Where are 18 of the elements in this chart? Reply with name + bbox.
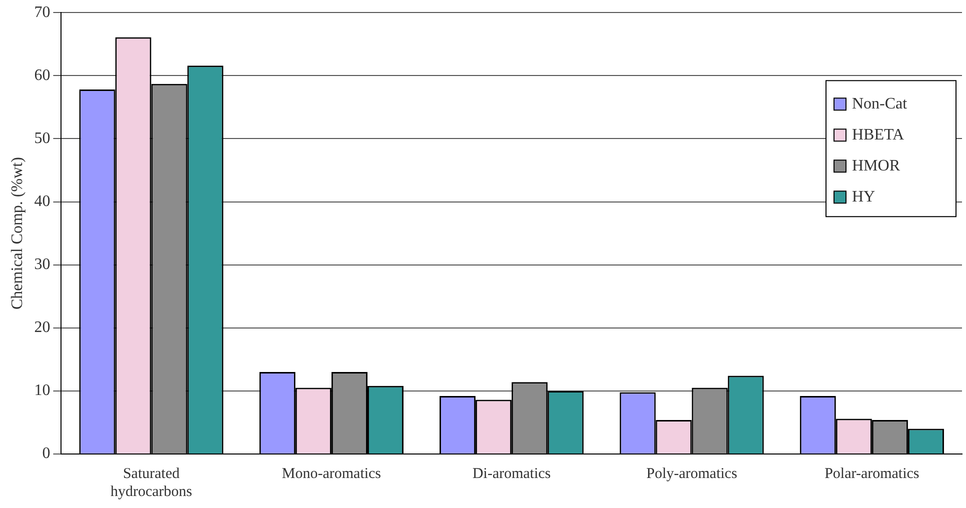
legend-label: Non-Cat (852, 95, 908, 112)
y-tick-label: 30 (34, 256, 50, 274)
x-tick-label: Mono-aromatics (282, 466, 382, 482)
y-tick-label: 20 (34, 319, 50, 336)
legend-label: HBETA (852, 126, 904, 144)
y-tick-label: 10 (34, 382, 50, 400)
legend-label: HY (852, 188, 876, 206)
legend-label: HMOR (852, 157, 900, 174)
y-tick-label: 70 (34, 4, 50, 21)
x-tick-label: Saturated hydrocarbons (110, 466, 192, 500)
x-tick-label: Di-aromatics (472, 466, 551, 482)
y-tick-label: 50 (34, 130, 50, 147)
y-tick-label: 40 (34, 192, 50, 210)
y-axis-title: Chemical Comp. (%wt) (8, 157, 26, 310)
y-tick-label: 60 (34, 66, 50, 84)
y-tick-label: 0 (42, 445, 50, 462)
x-tick-label: Poly-aromatics (646, 466, 738, 482)
x-tick-label: Polar-aromatics (824, 466, 920, 482)
